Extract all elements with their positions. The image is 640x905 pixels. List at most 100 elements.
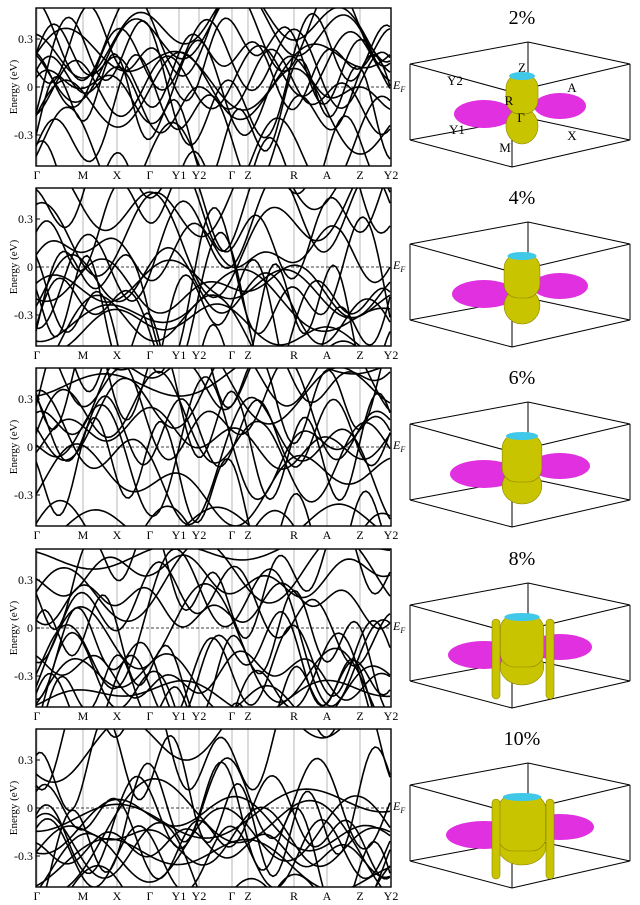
k-label: X [113,889,122,903]
k-label: Z [356,528,363,542]
band-line [36,52,391,166]
band-line [36,757,391,875]
fermi-label: EF [392,258,405,274]
band-line [39,795,391,887]
k-label: Γ [147,168,154,182]
band-line [36,812,391,887]
band-line [36,606,391,707]
bz-edge [409,63,513,93]
band-line [36,729,391,878]
k-label: Z [244,528,251,542]
k-label: M [78,348,89,362]
bz-point-label: A [567,80,577,95]
k-label: X [113,709,122,723]
k-label: Y2 [384,168,399,182]
hole-pocket [530,453,590,479]
band-line [36,255,391,346]
k-label: M [78,528,89,542]
k-label: R [290,528,298,542]
k-label: Z [356,889,363,903]
y-tick-label: 0.3 [18,212,33,226]
k-label: Z [244,348,251,362]
bz-edge [527,658,631,682]
band-line [36,774,391,880]
k-label: A [323,709,332,723]
k-label: Y2 [192,889,207,903]
hole-pocket [454,100,514,128]
y-tick-label: 0 [27,621,33,635]
bz-edge [409,860,513,889]
band-line [36,254,391,346]
k-label: Z [244,168,251,182]
k-label: M [78,709,89,723]
fermi-surface [409,582,631,709]
y-tick-label: -0.3 [14,669,33,683]
k-label: Γ [34,709,41,723]
band-line [36,406,391,471]
band-line [36,729,391,791]
k-label: Γ [34,889,41,903]
k-label: Y1 [172,889,187,903]
k-label: Γ [34,348,41,362]
band-line [110,368,391,425]
band-line [42,8,391,82]
band-line [36,368,391,461]
k-label: R [290,168,298,182]
k-label: M [78,168,89,182]
y-axis-label: Energy (eV) [8,780,20,835]
k-label: Γ [147,528,154,542]
k-label: X [113,168,122,182]
bz-edge [409,221,529,245]
k-label: Γ [229,168,236,182]
y-tick-label: -0.3 [14,128,33,142]
hole-pocket [452,280,516,308]
bz-point-label: R [505,93,514,108]
strain-label: 2% [509,7,536,29]
electron-pocket [499,614,545,668]
band-line [36,549,391,707]
fermi-label: EF [392,799,405,815]
k-label: Γ [229,889,236,903]
fermi-surface [409,762,631,889]
band-line [36,828,391,879]
band-line [36,788,391,839]
bz-point-label: Y2 [447,73,463,88]
y-tick-label: -0.3 [14,488,33,502]
band-line [36,368,391,502]
band-line [36,549,391,622]
k-label: Z [356,348,363,362]
k-label: Y1 [172,348,187,362]
band-line [36,582,391,630]
k-label: Γ [147,709,154,723]
bz-edge [409,680,513,709]
band-line [36,207,391,346]
y-tick-label: 0 [27,801,33,815]
pocket-cap [509,72,535,80]
y-tick-label: 0 [27,440,33,454]
bz-edge [409,582,529,606]
pocket-cap [505,432,539,440]
band-line [36,18,391,110]
band-line [36,259,391,319]
band-line [36,417,383,526]
band-line [36,115,371,166]
k-label: A [323,889,332,903]
k-label: Z [356,709,363,723]
bz-point-label: M [499,140,511,155]
bz-point-label: Y1 [449,122,465,137]
band-line [36,582,375,707]
electron-pocket [491,798,501,880]
bz-point-label: X [567,128,577,143]
pocket-cap [507,252,537,260]
hole-pocket [450,460,518,488]
band-line [41,631,370,707]
k-label: Y2 [384,528,399,542]
y-tick-label: -0.3 [14,308,33,322]
k-label: Γ [229,528,236,542]
strain-label: 10% [504,728,541,750]
electron-pocket [501,433,543,483]
